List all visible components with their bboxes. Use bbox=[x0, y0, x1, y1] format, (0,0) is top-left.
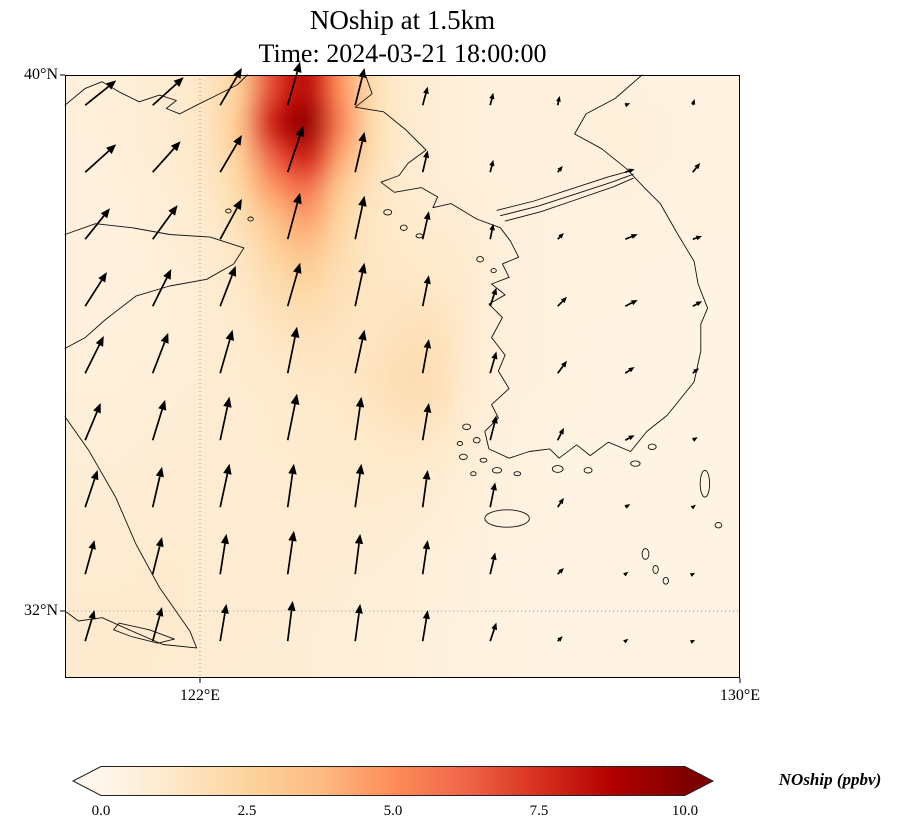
chart-title: NOship at 1.5km bbox=[309, 5, 496, 35]
colorbar: 0.0 2.5 5.0 7.5 10.0 bbox=[71, 766, 715, 828]
colorbar-tick-100: 10.0 bbox=[671, 803, 699, 819]
colorbar-tick-0: 0.0 bbox=[91, 803, 111, 819]
colorbar-label: NOship (ppbv) bbox=[778, 770, 882, 789]
map-plot bbox=[60, 61, 741, 683]
colorbar-tick-25: 2.5 bbox=[237, 803, 257, 819]
ytick-40n: 40°N bbox=[24, 66, 58, 83]
map-overlay-svg bbox=[60, 61, 741, 683]
colorbar-tick-75: 7.5 bbox=[529, 803, 549, 819]
xtick-122e: 122°E bbox=[179, 687, 221, 704]
xtick-130e: 130°E bbox=[719, 687, 761, 704]
ytick-32n: 32°N bbox=[24, 602, 58, 619]
chart-subtitle: Time: 2024-03-21 18:00:00 bbox=[258, 39, 547, 68]
heatmap-canvas bbox=[65, 75, 740, 678]
colorbar-tick-50: 5.0 bbox=[383, 803, 403, 819]
colorbar-gradient bbox=[71, 766, 715, 796]
